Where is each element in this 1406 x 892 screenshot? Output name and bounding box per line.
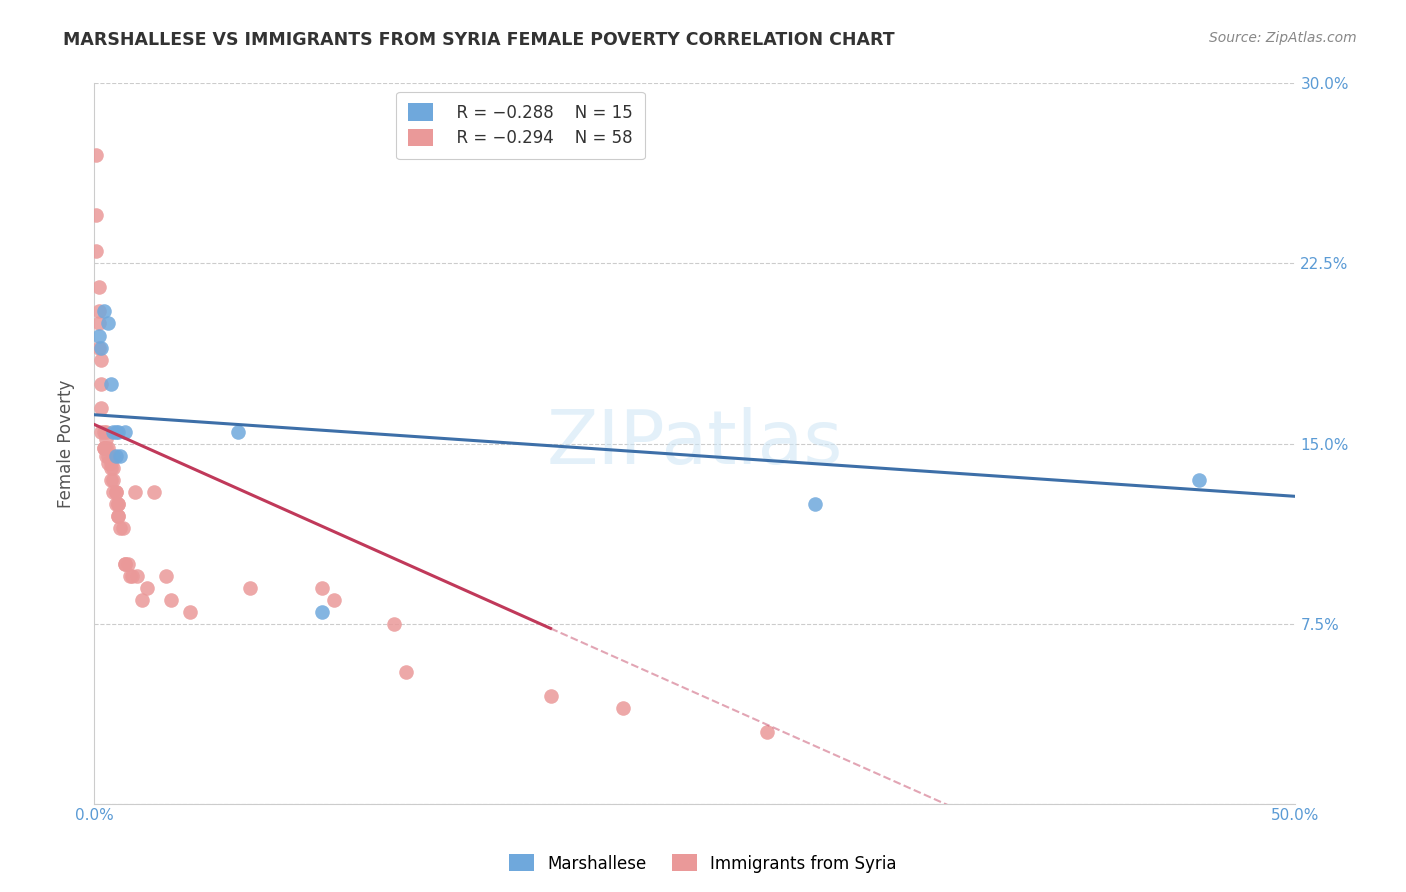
Point	[311, 581, 333, 595]
Legend: Marshallese, Immigrants from Syria: Marshallese, Immigrants from Syria	[502, 847, 904, 880]
Point	[104, 425, 127, 439]
Point	[87, 317, 110, 331]
Point	[127, 568, 149, 582]
Point	[100, 376, 122, 391]
Point	[97, 456, 120, 470]
Point	[121, 568, 143, 582]
Point	[311, 605, 333, 619]
Point	[143, 484, 166, 499]
Point	[104, 484, 127, 499]
Y-axis label: Female Poverty: Female Poverty	[58, 379, 75, 508]
Point	[94, 425, 117, 439]
Point	[107, 425, 129, 439]
Point	[131, 592, 153, 607]
Legend:   R = −0.288    N = 15,   R = −0.294    N = 58: R = −0.288 N = 15, R = −0.294 N = 58	[396, 92, 645, 159]
Point	[97, 317, 120, 331]
Point	[107, 508, 129, 523]
Point	[107, 497, 129, 511]
Point	[94, 442, 117, 456]
Point	[104, 449, 127, 463]
Point	[114, 425, 136, 439]
Point	[612, 700, 634, 714]
Point	[104, 497, 127, 511]
Point	[395, 665, 418, 679]
Point	[100, 460, 122, 475]
Point	[104, 484, 127, 499]
Point	[101, 473, 124, 487]
Point	[114, 557, 136, 571]
Point	[135, 581, 157, 595]
Point	[100, 473, 122, 487]
Point	[86, 244, 108, 259]
Point	[110, 449, 132, 463]
Point	[382, 616, 405, 631]
Point	[107, 497, 129, 511]
Point	[155, 568, 177, 582]
Point	[86, 209, 108, 223]
Point	[159, 592, 181, 607]
Point	[111, 520, 134, 534]
Point	[93, 442, 115, 456]
Point	[97, 442, 120, 456]
Point	[93, 425, 115, 439]
Point	[124, 484, 146, 499]
Point	[323, 592, 346, 607]
Point	[804, 497, 827, 511]
Point	[90, 352, 112, 367]
Point	[179, 605, 201, 619]
Point	[94, 449, 117, 463]
Point	[101, 484, 124, 499]
Point	[94, 432, 117, 446]
Point	[101, 425, 124, 439]
Point	[1188, 473, 1211, 487]
Point	[755, 724, 778, 739]
Point	[93, 304, 115, 318]
Point	[118, 568, 141, 582]
Point	[87, 328, 110, 343]
Point	[90, 376, 112, 391]
Point	[90, 401, 112, 415]
Point	[87, 280, 110, 294]
Point	[90, 425, 112, 439]
Point	[86, 148, 108, 162]
Point	[87, 341, 110, 355]
Point	[114, 557, 136, 571]
Text: ZIPatlas: ZIPatlas	[547, 407, 842, 480]
Point	[117, 557, 139, 571]
Point	[110, 520, 132, 534]
Point	[101, 449, 124, 463]
Text: MARSHALLESE VS IMMIGRANTS FROM SYRIA FEMALE POVERTY CORRELATION CHART: MARSHALLESE VS IMMIGRANTS FROM SYRIA FEM…	[63, 31, 894, 49]
Point	[239, 581, 262, 595]
Point	[226, 425, 249, 439]
Point	[540, 689, 562, 703]
Point	[101, 460, 124, 475]
Point	[87, 304, 110, 318]
Point	[90, 341, 112, 355]
Point	[97, 449, 120, 463]
Point	[93, 442, 115, 456]
Point	[100, 456, 122, 470]
Text: Source: ZipAtlas.com: Source: ZipAtlas.com	[1209, 31, 1357, 45]
Point	[107, 508, 129, 523]
